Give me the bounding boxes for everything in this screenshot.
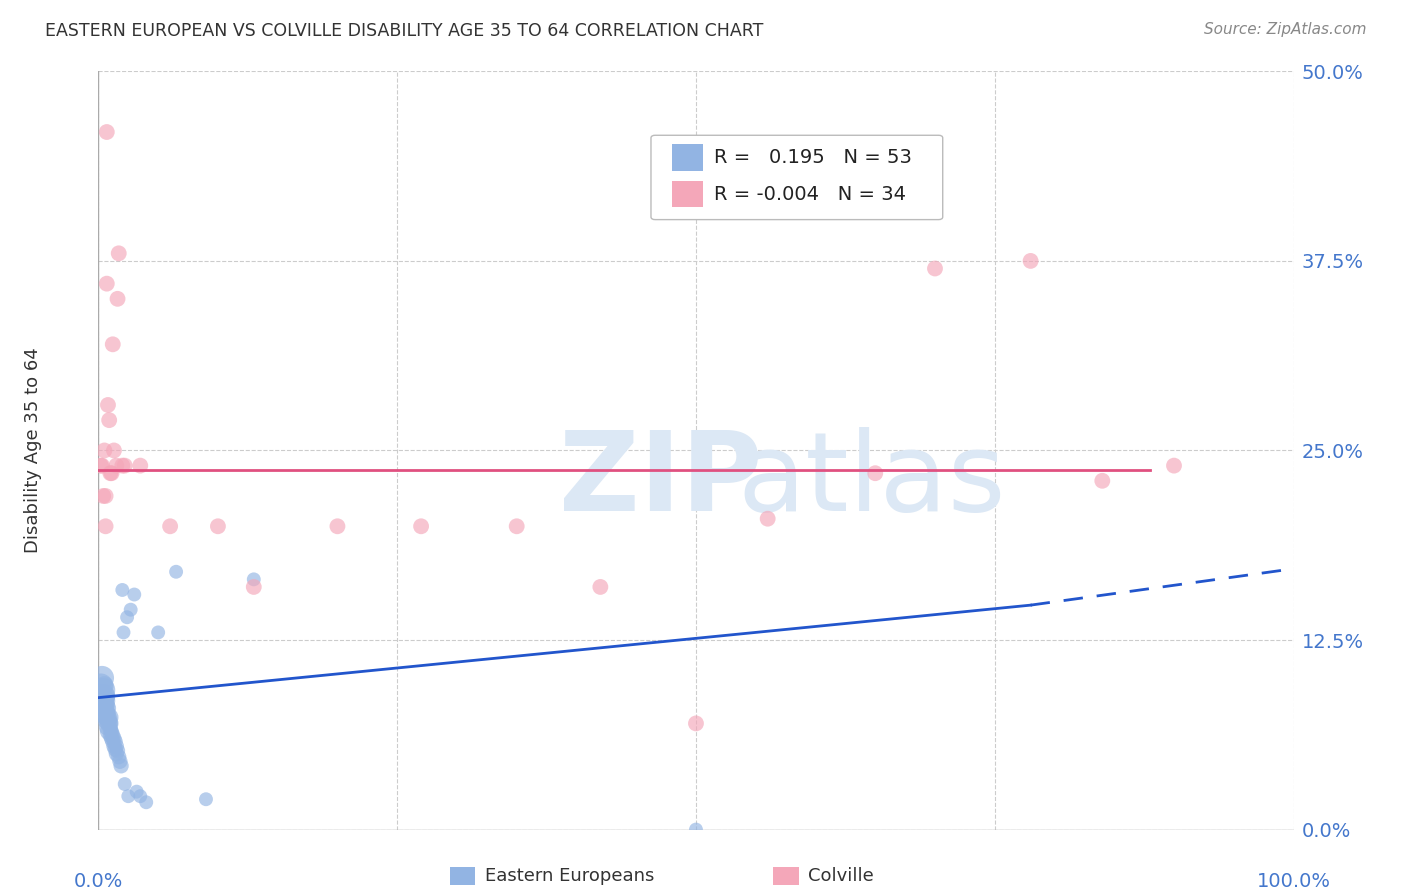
Point [129,789,152,804]
Point [207,519,229,533]
Point [105,747,128,761]
Text: R = -0.004   N = 34: R = -0.004 N = 34 [714,185,907,203]
Point [107,246,129,260]
Point [107,292,129,306]
Point [91,683,114,698]
Point [589,580,612,594]
Point [1163,458,1185,473]
Point [107,749,129,764]
Point [148,625,170,640]
Point [91,694,114,708]
Point [114,777,136,791]
Point [93,698,115,713]
Point [91,689,114,703]
Text: Disability Age 35 to 64: Disability Age 35 to 64 [24,348,42,553]
Point [195,792,218,806]
Point [98,413,121,427]
Text: 100.0%: 100.0% [1257,872,1330,891]
Point [94,519,117,533]
Point [115,610,138,624]
Point [98,723,122,737]
Point [98,724,121,739]
Point [120,603,142,617]
Point [90,678,112,692]
Point [93,678,115,692]
Point [96,125,118,139]
Text: R =   0.195   N = 53: R = 0.195 N = 53 [714,148,912,167]
Point [112,625,135,640]
Point [117,789,139,804]
Text: atlas: atlas [738,427,1007,534]
Point [93,443,115,458]
Point [108,755,131,769]
Point [101,734,124,748]
Point [98,467,122,481]
Point [865,467,887,481]
Point [100,725,122,739]
Point [1019,253,1042,268]
Point [94,489,117,503]
Point [96,277,118,291]
Point [96,707,118,722]
Point [91,694,114,708]
Point [90,458,112,473]
Point [756,512,779,526]
Text: ZIP: ZIP [558,427,762,534]
Point [110,759,132,773]
Point [93,704,115,718]
Point [98,716,122,731]
Point [103,731,125,746]
Text: Eastern Europeans: Eastern Europeans [485,867,654,885]
Point [411,519,433,533]
Point [243,573,266,587]
Point [685,822,707,837]
Point [96,701,118,715]
Point [924,261,946,276]
Point [1091,474,1114,488]
Point [111,458,134,473]
Point [125,785,148,799]
Point [97,398,120,412]
Point [129,458,152,473]
Point [107,744,129,758]
Point [159,519,181,533]
Point [91,489,114,503]
Point [114,458,136,473]
Point [101,729,124,743]
Point [94,689,117,703]
Point [100,731,122,746]
Point [243,580,266,594]
Point [91,458,114,473]
Point [506,519,529,533]
Point [105,458,128,473]
Point [103,443,125,458]
Text: Source: ZipAtlas.com: Source: ZipAtlas.com [1204,22,1367,37]
Point [94,704,117,718]
Point [103,739,125,753]
Point [326,519,349,533]
Point [98,729,122,743]
Point [104,734,127,748]
Point [94,708,117,723]
Point [100,467,122,481]
Point [111,582,134,597]
Point [104,742,127,756]
Point [124,588,146,602]
Text: 0.0%: 0.0% [73,872,124,891]
Point [685,716,707,731]
Point [98,716,121,731]
Point [135,795,157,809]
Point [97,712,120,726]
Text: Colville: Colville [808,867,875,885]
Point [97,719,120,733]
Text: EASTERN EUROPEAN VS COLVILLE DISABILITY AGE 35 TO 64 CORRELATION CHART: EASTERN EUROPEAN VS COLVILLE DISABILITY … [45,22,763,40]
Point [91,671,114,685]
Point [165,565,187,579]
Point [101,337,124,351]
Point [94,698,117,713]
Point [96,714,118,728]
Point [98,710,121,724]
Point [105,739,128,753]
